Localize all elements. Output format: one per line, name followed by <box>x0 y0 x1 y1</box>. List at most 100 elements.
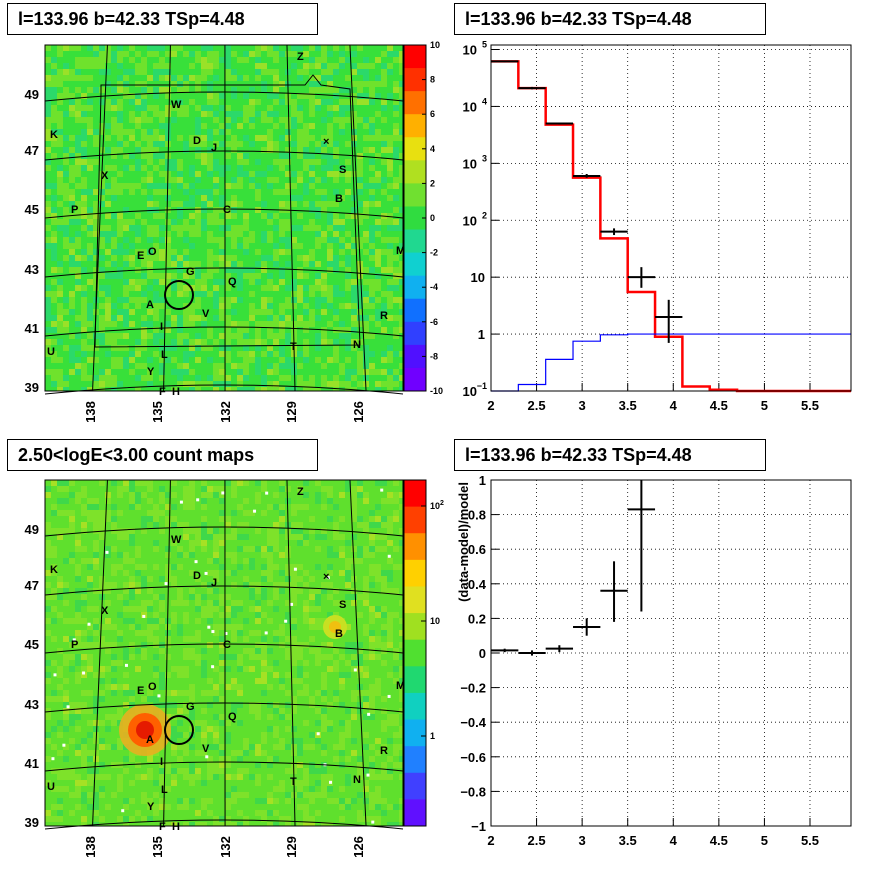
map-pixel <box>345 171 351 177</box>
map-pixel <box>399 153 403 159</box>
map-pixel <box>45 528 51 534</box>
map-pixel <box>81 387 87 391</box>
map-pixel <box>207 552 213 558</box>
map-pixel <box>381 129 387 135</box>
map-pixel <box>81 588 87 594</box>
map-pixel <box>231 321 237 327</box>
map-pixel <box>57 357 63 363</box>
map-pixel <box>237 57 243 63</box>
map-pixel <box>105 297 111 303</box>
map-pixel <box>261 345 267 351</box>
map-pixel <box>141 201 147 207</box>
map-pixel <box>201 75 207 81</box>
map-pixel <box>153 237 159 243</box>
map-pixel <box>99 237 105 243</box>
map-pixel <box>243 123 249 129</box>
map-pixel <box>171 576 177 582</box>
map-pixel <box>291 165 297 171</box>
map-pixel <box>213 504 219 510</box>
map-pixel <box>117 570 123 576</box>
map-pixel <box>75 291 81 297</box>
map-pixel <box>153 147 159 153</box>
map-pixel <box>63 534 69 540</box>
map-pixel <box>51 510 57 516</box>
map-pixel <box>273 327 279 333</box>
map-pixel <box>111 111 117 117</box>
map-pixel <box>129 153 135 159</box>
map-pixel <box>57 249 63 255</box>
map-pixel <box>45 165 51 171</box>
map-pixel <box>243 492 249 498</box>
map-pixel <box>303 171 309 177</box>
map-pixel <box>273 303 279 309</box>
map-pixel <box>141 351 147 357</box>
map-pixel <box>123 267 129 273</box>
map-pixel <box>171 375 177 381</box>
map-pixel <box>393 552 399 558</box>
map-pixel <box>333 273 339 279</box>
map-pixel <box>303 105 309 111</box>
map-pixel <box>279 87 285 93</box>
map-pixel <box>99 516 105 522</box>
map-pixel <box>243 201 249 207</box>
map-pixel <box>303 570 309 576</box>
map-pixel <box>249 267 255 273</box>
map-pixel <box>243 381 249 387</box>
map-pixel <box>291 594 297 600</box>
map-pixel <box>399 558 403 564</box>
map-pixel <box>225 153 231 159</box>
map-pixel <box>345 321 351 327</box>
map-pixel <box>177 117 183 123</box>
map-pixel <box>117 87 123 93</box>
map-pixel <box>399 135 403 141</box>
map-pixel <box>135 546 141 552</box>
map-pixel <box>309 381 315 387</box>
map-pixel <box>303 93 309 99</box>
map-pixel <box>369 159 375 165</box>
map-pixel <box>231 99 237 105</box>
map-pixel <box>135 345 141 351</box>
map-pixel <box>321 165 327 171</box>
map-pixel <box>345 273 351 279</box>
map-pixel <box>93 45 99 51</box>
map-pixel <box>273 363 279 369</box>
map-pixel <box>375 267 381 273</box>
map-pixel <box>207 606 213 612</box>
map-pixel <box>159 261 165 267</box>
map-pixel <box>291 600 297 606</box>
map-pixel <box>333 516 339 522</box>
map-pixel <box>93 327 99 333</box>
map-pixel <box>369 540 375 546</box>
map-pixel <box>87 480 93 486</box>
map-pixel <box>393 195 399 201</box>
map-pixel <box>63 528 69 534</box>
map-pixel <box>321 195 327 201</box>
map-pixel <box>213 387 219 391</box>
map-pixel <box>153 522 159 528</box>
map-pixel <box>105 315 111 321</box>
map-pixel <box>189 351 195 357</box>
map-pixel <box>399 357 403 363</box>
map-pixel <box>183 201 189 207</box>
map-pixel <box>75 540 81 546</box>
map-pixel <box>387 45 393 51</box>
colorbar-tick-label: -4 <box>430 282 438 292</box>
map-pixel <box>105 321 111 327</box>
map-pixel <box>111 357 117 363</box>
map-pixel <box>399 189 403 195</box>
map-pixel <box>225 45 231 51</box>
map-pixel <box>399 552 403 558</box>
map-pixel <box>393 594 399 600</box>
map-pixel <box>267 267 273 273</box>
map-pixel <box>135 51 141 57</box>
map-pixel <box>297 492 303 498</box>
map-pixel <box>339 504 345 510</box>
map-pixel <box>141 213 147 219</box>
map-pixel <box>123 99 129 105</box>
map-pixel <box>183 195 189 201</box>
map-pixel <box>249 540 255 546</box>
map-pixel <box>255 552 261 558</box>
map-pixel <box>309 480 315 486</box>
map-pixel <box>45 582 51 588</box>
